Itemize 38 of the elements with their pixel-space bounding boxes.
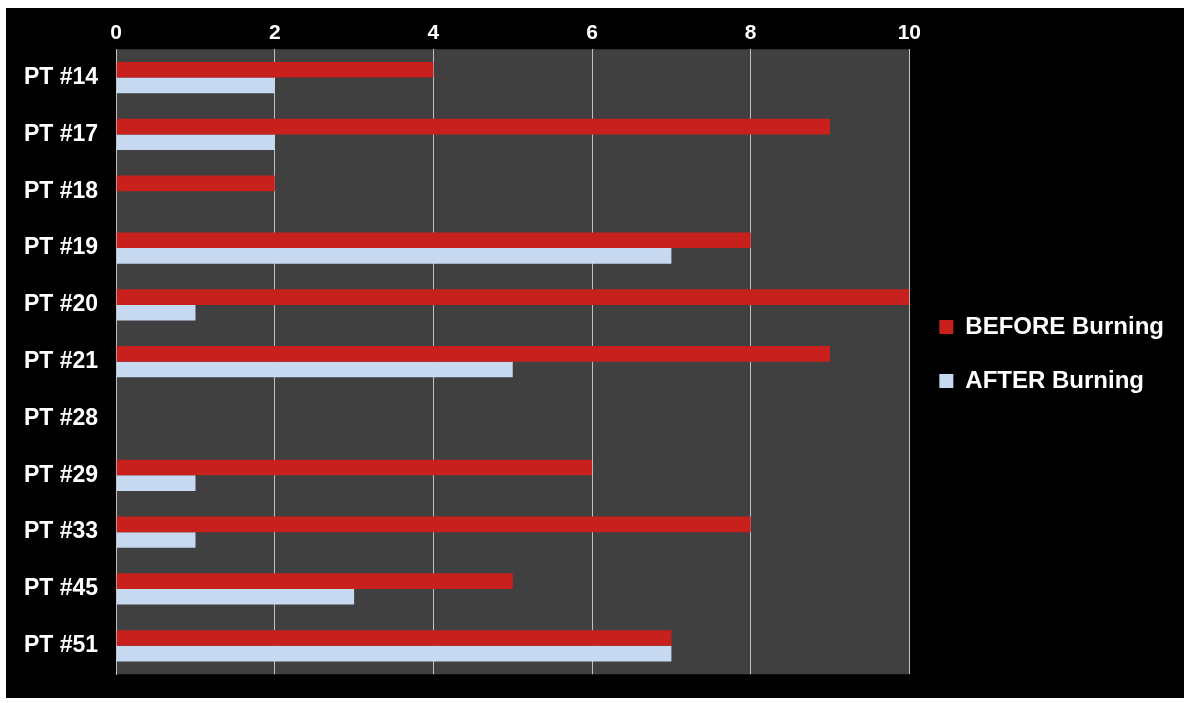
y-tick-label: PT #17 xyxy=(24,119,99,146)
y-tick-label: PT #28 xyxy=(24,403,99,430)
bar xyxy=(116,248,672,264)
x-tick-label: 0 xyxy=(110,20,122,44)
x-tick-label: 10 xyxy=(897,20,922,44)
bar xyxy=(116,573,513,589)
bar xyxy=(116,645,672,662)
x-tick-label: 4 xyxy=(427,20,440,44)
y-tick-label: PT #29 xyxy=(24,460,99,487)
y-tick-label: PT #21 xyxy=(24,347,99,374)
y-tick-label: PT #18 xyxy=(24,176,99,203)
bar xyxy=(116,289,910,305)
x-tick-label: 8 xyxy=(744,20,757,44)
bar xyxy=(116,475,196,491)
y-tick-label: PT #51 xyxy=(24,631,99,658)
bar xyxy=(116,77,275,94)
bar xyxy=(116,61,434,78)
bar xyxy=(116,532,196,548)
bar xyxy=(116,232,751,249)
bar xyxy=(116,459,593,476)
bar xyxy=(116,134,275,151)
legend-label: BEFORE Burning xyxy=(965,311,1164,339)
y-tick-label: PT #19 xyxy=(24,233,99,260)
y-tick-label: PT #33 xyxy=(24,517,99,544)
bar xyxy=(116,516,751,533)
x-tick-label: 6 xyxy=(586,20,598,44)
legend-label: AFTER Burning xyxy=(965,365,1144,393)
bar xyxy=(116,175,275,192)
bar xyxy=(116,118,831,135)
bar xyxy=(116,346,831,362)
bar xyxy=(116,630,672,646)
y-tick-label: PT #14 xyxy=(24,62,99,89)
x-tick-label: 2 xyxy=(268,20,281,44)
bar xyxy=(116,361,513,378)
y-tick-label: PT #45 xyxy=(24,574,99,601)
bar xyxy=(116,304,196,321)
bar xyxy=(116,588,355,605)
y-tick-label: PT #20 xyxy=(24,290,99,317)
